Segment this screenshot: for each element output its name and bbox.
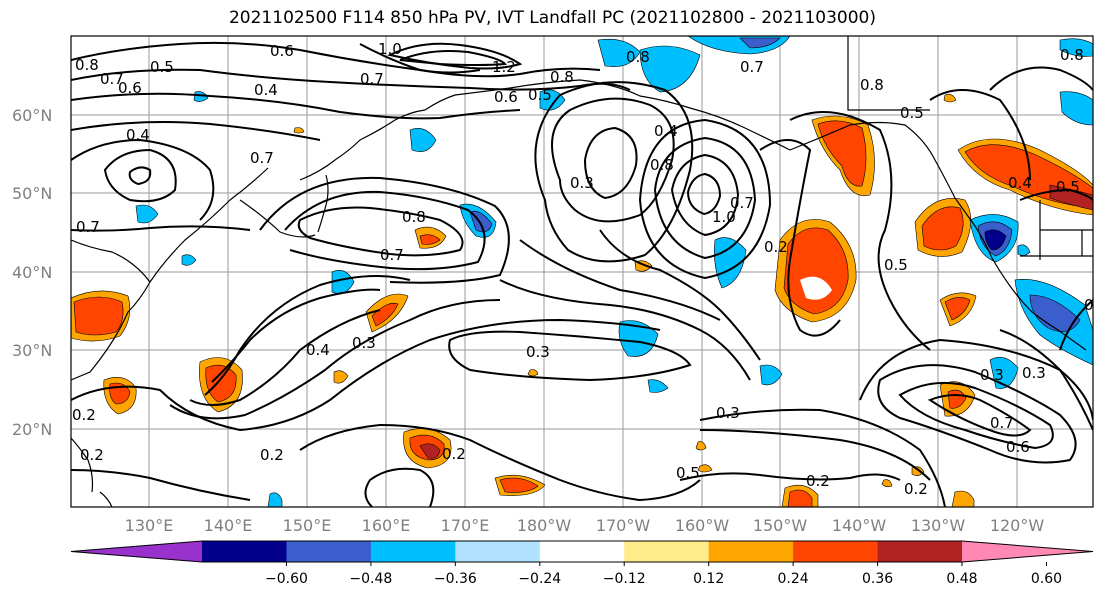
latitude-labels: 60°N 50°N 40°N 30°N 20°N [12,106,52,439]
contour-label: 0.7 [730,194,754,212]
colorbar-segment [793,541,879,562]
contour-label: 0.8 [650,156,674,174]
contour-label: 0.7 [250,149,274,167]
contour-label: 0.4 [1008,174,1032,192]
colorbar-segment [539,541,625,562]
contour-label: 0.5 [900,104,924,122]
contour-label: 0.3 [352,334,376,352]
contour-label: 0.2 [80,446,104,464]
negative-anomalies [135,36,1093,507]
lon-label: 160°E [362,516,411,535]
lon-label: 170°W [596,516,651,535]
colorbar-outline [70,540,1094,563]
contour-label: 0.4 [306,341,330,359]
lon-label: 130°W [911,516,966,535]
lat-label: 40°N [12,263,52,282]
contour-label: 0.7 [380,246,404,264]
map-frame [70,35,1094,508]
contour-label: 0.3 [1022,364,1046,382]
colorbar-segment [370,541,456,562]
contour-label: 0.6 [270,42,294,60]
contour-label: 0.2 [806,472,830,490]
contour-label: 0.3 [980,366,1004,384]
contour-label: 0.8 [402,208,426,226]
contour-label: 0.4 [654,122,678,140]
contour-label: 0.5 [884,256,908,274]
contour-label: 0.2 [72,406,96,424]
colorbar-tick-label: −0.48 [349,571,392,587]
lon-label: 180°W [517,516,572,535]
longitude-labels: 130°E 140°E 150°E 160°E 170°E 180°W 170°… [125,516,1045,535]
contour-label: 0.8 [626,48,650,66]
contour-label: 0.6 [118,79,142,97]
contour-label: 0.4 [126,126,150,144]
colorbar-tick-label: −0.12 [603,571,646,587]
contour-label: 0.3 [716,404,740,422]
contour-label: 1.2 [492,58,516,76]
contour-label: 0.5 [528,86,552,104]
colorbar-tick-label: −0.36 [434,571,477,587]
colorbar-segment [624,541,710,562]
contour-label: 0.2 [764,238,788,256]
lon-label: 170°E [441,516,490,535]
colorbar-tick-label: 0.36 [862,571,893,587]
contour-labels: 0.8 0.7 0.6 0.5 0.4 1.0 0.6 1.2 0.8 0.6 … [72,40,1105,498]
lat-label: 20°N [12,420,52,439]
lon-label: 160°W [675,516,730,535]
colorbar-tick-label: −0.24 [518,571,561,587]
lat-label: 30°N [12,341,52,360]
colorbar-tick-label: −0.60 [265,571,308,587]
contour-label: 0.2 [442,445,466,463]
colorbar: −0.60 −0.48 −0.36 −0.24 −0.12 0.12 0.24 0.36 0.4… [70,540,1094,587]
contour-label: 0.7 [76,218,100,236]
map-title: 2021102500 F114 850 hPa PV, IVT Landfall… [228,8,876,28]
colorbar-segment [455,541,541,562]
contour-label: 0.5 [1084,296,1105,314]
colorbar-extend-high [962,541,1093,562]
contour-label: 0.5 [150,58,174,76]
contour-label: 0.7 [740,58,764,76]
contour-label: 0.8 [75,56,99,74]
contour-label: 0.6 [1006,438,1030,456]
contour-label: 0.7 [360,70,384,88]
lat-label: 60°N [12,106,52,125]
lon-label: 130°E [125,516,174,535]
contour-label: 0.5 [1056,178,1080,196]
contour-label: 0.7 [100,70,124,88]
colorbar-tick-label: 0.12 [693,571,724,587]
contour-label: 0.3 [526,343,550,361]
colorbar-tick-label: 0.48 [946,571,977,587]
lon-label: 140°E [204,516,253,535]
colorbar-segment [286,541,372,562]
contour-label: 0.3 [570,174,594,192]
lon-label: 150°W [753,516,808,535]
contour-label: 1.0 [712,208,736,226]
lon-label: 150°E [283,516,332,535]
contour-label: 0.5 [676,464,700,482]
pv-contours [71,41,1093,507]
lon-label: 120°W [990,516,1045,535]
contour-label: 0.6 [494,88,518,106]
contour-label: 0.8 [860,76,884,94]
colorbar-segment [202,541,287,562]
contour-label: 0.7 [990,414,1014,432]
colorbar-segment [708,541,794,562]
lon-label: 140°W [832,516,887,535]
contour-label: 0.8 [550,68,574,86]
contour-label: 0.2 [904,480,928,498]
contour-label: 1.0 [378,40,402,58]
contour-label: 0.8 [1060,46,1084,64]
colorbar-segment [877,541,963,562]
colorbar-tick-label: 0.24 [778,571,809,587]
contour-label: 0.4 [254,81,278,99]
contour-label: 0.2 [260,446,284,464]
colorbar-extend-low [71,541,202,562]
lat-label: 50°N [12,184,52,203]
colorbar-tick-label: 0.60 [1031,571,1062,587]
